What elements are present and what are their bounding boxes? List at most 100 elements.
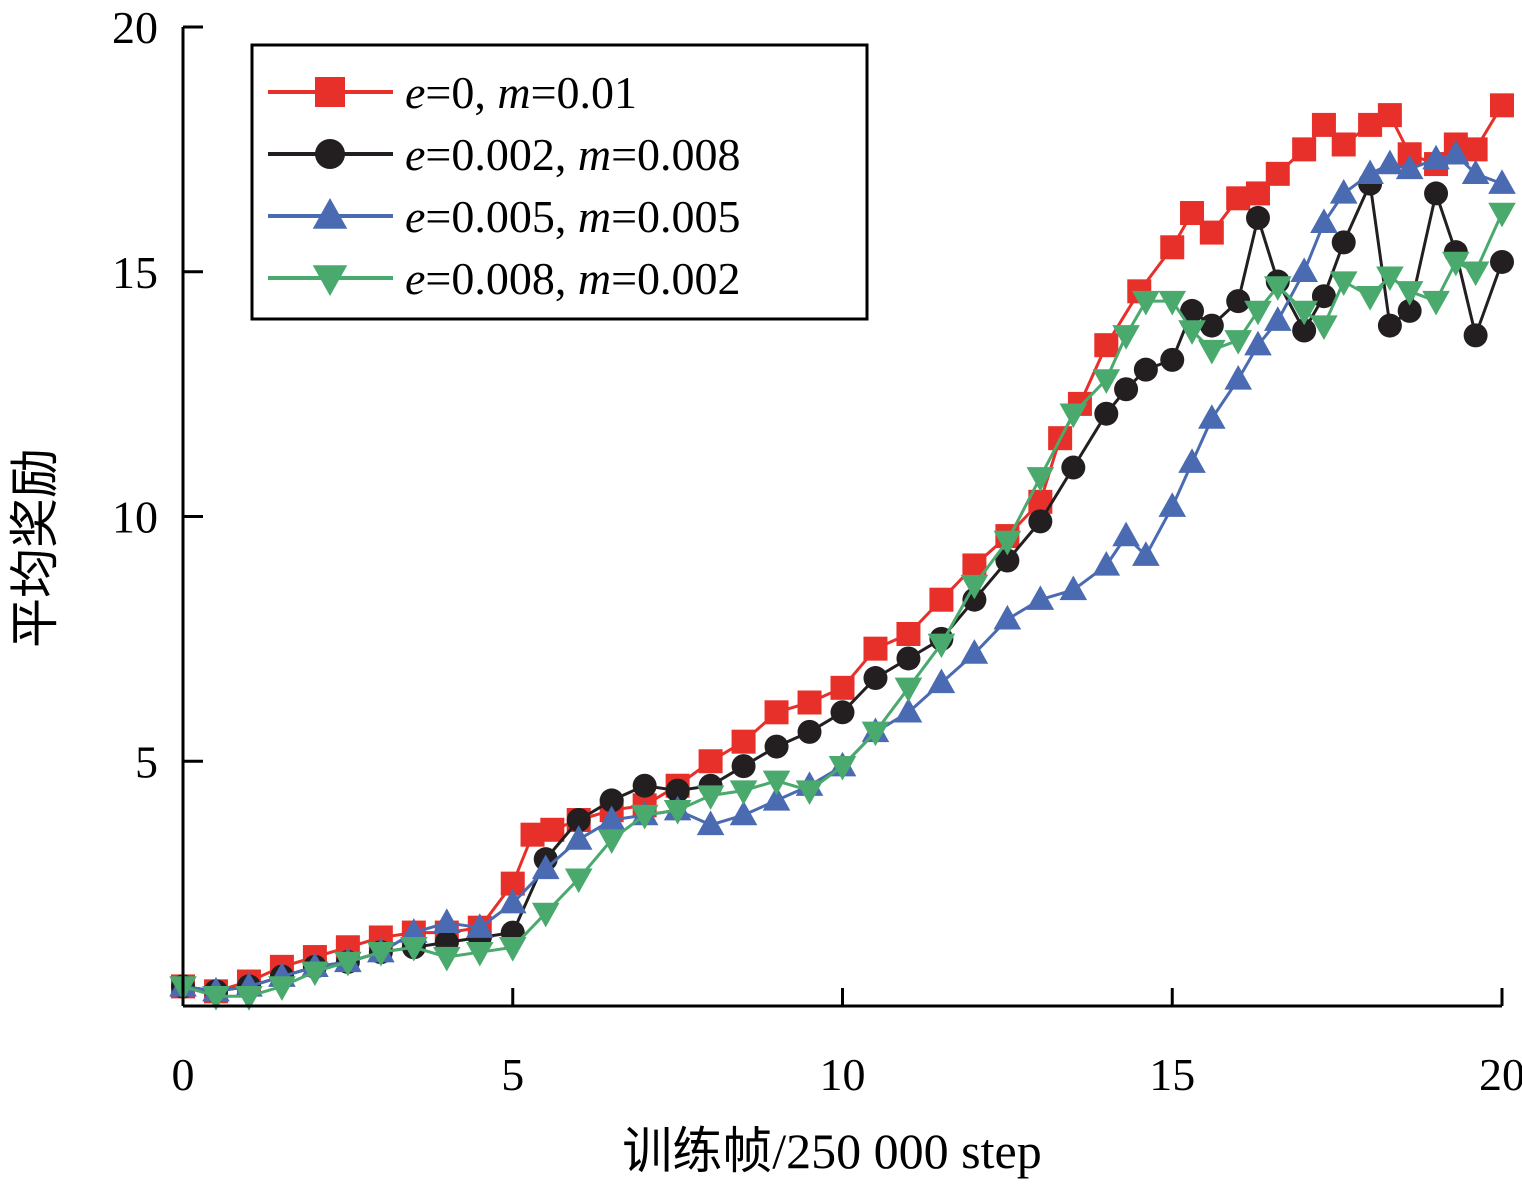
data-point bbox=[1395, 154, 1424, 180]
data-point bbox=[927, 668, 956, 694]
legend-label-part: m bbox=[578, 191, 611, 242]
data-point bbox=[1424, 181, 1449, 206]
legend-label: e=0.005, m=0.005 bbox=[405, 191, 741, 242]
data-point bbox=[1132, 541, 1160, 566]
data-point bbox=[1199, 220, 1224, 245]
data-point bbox=[1226, 289, 1251, 314]
data-point bbox=[235, 986, 263, 1011]
data-point bbox=[1290, 257, 1318, 282]
data-point bbox=[1263, 276, 1292, 301]
data-point bbox=[1245, 205, 1270, 230]
data-point bbox=[1461, 159, 1490, 185]
data-point bbox=[731, 729, 756, 754]
y-axis-title: 平均奖励 bbox=[7, 448, 63, 648]
data-point bbox=[599, 788, 624, 813]
data-point bbox=[696, 810, 725, 836]
legend-entry: e=0, m=0.01 bbox=[268, 67, 637, 118]
data-point bbox=[400, 918, 428, 943]
data-point bbox=[531, 902, 560, 928]
data-point bbox=[1094, 333, 1119, 358]
data-point bbox=[1224, 365, 1252, 390]
data-point bbox=[960, 574, 989, 600]
legend-label-part: =0, bbox=[425, 67, 497, 118]
legend-label: e=0.008, m=0.002 bbox=[405, 253, 741, 304]
data-point bbox=[1092, 551, 1121, 576]
legend-label-part: e bbox=[405, 129, 425, 180]
data-point bbox=[1265, 161, 1290, 186]
data-point bbox=[566, 807, 591, 832]
y-tick-label: 15 bbox=[112, 247, 158, 298]
data-point bbox=[367, 941, 395, 967]
data-point bbox=[1244, 330, 1272, 356]
data-point bbox=[1461, 261, 1490, 287]
data-point bbox=[498, 888, 527, 914]
data-point bbox=[1199, 313, 1224, 338]
data-point bbox=[564, 825, 593, 850]
data-point bbox=[1133, 357, 1158, 382]
legend-marker bbox=[312, 198, 348, 229]
data-point bbox=[1329, 179, 1358, 204]
data-point bbox=[1026, 585, 1055, 610]
y-tick-label: 5 bbox=[135, 736, 158, 787]
data-point bbox=[1114, 377, 1139, 402]
data-point bbox=[1059, 403, 1088, 429]
data-point bbox=[1112, 521, 1140, 547]
data-point bbox=[1094, 401, 1119, 426]
legend-marker bbox=[315, 77, 345, 107]
data-point bbox=[663, 800, 692, 825]
data-point bbox=[1377, 103, 1402, 128]
data-point bbox=[540, 817, 565, 842]
data-point bbox=[597, 829, 626, 854]
data-point bbox=[1442, 251, 1470, 277]
data-point bbox=[1488, 202, 1516, 228]
data-point bbox=[762, 786, 791, 811]
data-point bbox=[1331, 132, 1356, 157]
data-point bbox=[268, 976, 296, 1001]
data-point bbox=[830, 700, 855, 725]
data-point bbox=[764, 700, 789, 725]
data-point bbox=[729, 800, 758, 826]
data-point bbox=[597, 805, 626, 831]
data-point bbox=[1059, 575, 1088, 601]
data-point bbox=[1028, 509, 1053, 534]
series-layer bbox=[169, 93, 1516, 1011]
data-point bbox=[1160, 235, 1185, 260]
data-point bbox=[433, 946, 461, 972]
data-point bbox=[1395, 281, 1424, 306]
data-point bbox=[465, 913, 494, 938]
data-point bbox=[1292, 137, 1317, 162]
data-point bbox=[896, 621, 921, 646]
data-point bbox=[1463, 137, 1488, 162]
data-point bbox=[1158, 492, 1187, 517]
data-point bbox=[993, 530, 1022, 556]
data-point bbox=[301, 961, 329, 987]
legend-label-part: m bbox=[497, 67, 530, 118]
data-point bbox=[1158, 290, 1187, 316]
data-point bbox=[863, 636, 888, 661]
data-point bbox=[1358, 112, 1383, 137]
data-point bbox=[1160, 347, 1185, 372]
legend-label-part: =0.01 bbox=[531, 67, 637, 118]
data-point bbox=[665, 778, 690, 803]
data-point bbox=[764, 734, 789, 759]
legend-label-part: e bbox=[405, 67, 425, 118]
data-point bbox=[1310, 315, 1338, 340]
legend-label-part: =0.002 bbox=[611, 253, 740, 304]
data-point bbox=[1178, 320, 1206, 345]
legend-label: e=0.002, m=0.008 bbox=[405, 129, 741, 180]
data-point bbox=[1180, 298, 1205, 323]
data-point bbox=[797, 719, 822, 744]
data-point bbox=[632, 773, 657, 798]
data-point bbox=[1376, 266, 1404, 292]
data-point bbox=[1490, 249, 1514, 274]
data-point bbox=[1132, 290, 1160, 316]
data-point bbox=[1112, 325, 1140, 350]
legend-entry: e=0.005, m=0.005 bbox=[268, 191, 741, 242]
data-point bbox=[1463, 323, 1488, 348]
legend-marker bbox=[312, 265, 348, 296]
x-tick-label: 10 bbox=[820, 1049, 866, 1100]
data-point bbox=[729, 780, 758, 806]
legend-label-part: e bbox=[405, 191, 425, 242]
data-point bbox=[531, 854, 560, 880]
